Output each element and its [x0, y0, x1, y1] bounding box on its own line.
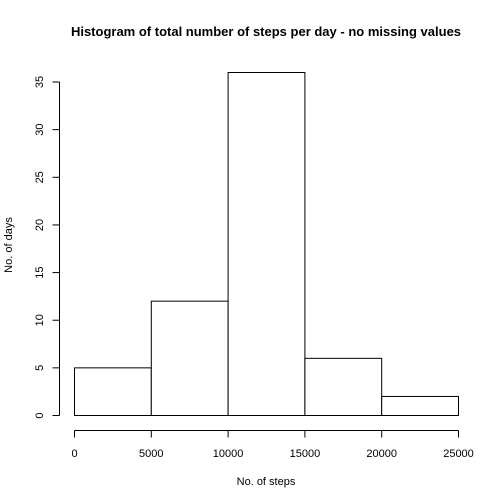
- histogram-bar-2: [150, 300, 229, 416]
- x-axis: 0 5000 10000 15000 20000 25000: [71, 430, 474, 460]
- x-tick-label-10000: 10000: [213, 448, 244, 460]
- x-tick-label-15000: 15000: [290, 448, 321, 460]
- x-tick-label-20000: 20000: [366, 448, 397, 460]
- y-tick-label-20: 20: [34, 219, 46, 231]
- y-tick-label-25: 25: [34, 171, 46, 183]
- y-axis-label: No. of days: [3, 217, 15, 273]
- y-tick-label-5: 5: [34, 365, 46, 371]
- y-tick-label-15: 15: [34, 266, 46, 278]
- histogram-bar-1: [74, 367, 152, 417]
- x-tick-label-0: 0: [71, 448, 77, 460]
- y-tick-label-35: 35: [34, 76, 46, 88]
- x-axis-label: No. of steps: [237, 476, 296, 488]
- x-tick-label-25000: 25000: [443, 448, 474, 460]
- chart-title: Histogram of total number of steps per d…: [71, 24, 461, 39]
- y-tick-label-0: 0: [34, 412, 46, 418]
- y-tick-label-30: 30: [34, 124, 46, 136]
- histogram-bar-3: [227, 72, 306, 416]
- histogram-bar-4: [304, 357, 383, 417]
- y-tick-label-10: 10: [34, 314, 46, 326]
- bars-group: [74, 72, 460, 417]
- x-tick-label-5000: 5000: [139, 448, 163, 460]
- histogram-bar-5: [381, 395, 460, 417]
- y-axis: 0 5 10 15 20 25 30 35: [34, 76, 60, 419]
